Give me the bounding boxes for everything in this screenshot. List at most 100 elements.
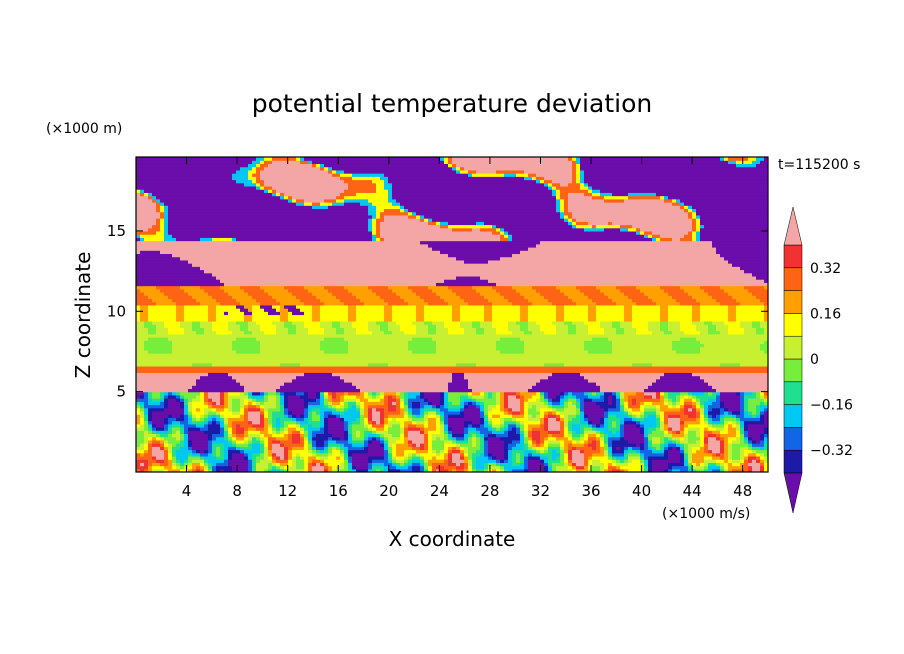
field-cell bbox=[312, 468, 317, 472]
field-cell bbox=[228, 285, 233, 290]
field-cell bbox=[200, 314, 205, 319]
field-cell bbox=[236, 340, 241, 345]
field-cell bbox=[316, 179, 321, 184]
field-cell bbox=[172, 362, 177, 367]
field-cell bbox=[144, 346, 149, 351]
field-cell bbox=[196, 356, 201, 361]
field-cell bbox=[244, 398, 249, 402]
field-cell bbox=[268, 427, 273, 431]
field-cell bbox=[152, 192, 157, 197]
field-cell bbox=[308, 401, 313, 406]
field-cell bbox=[276, 385, 281, 390]
field-cell bbox=[248, 410, 253, 415]
field-cell bbox=[248, 369, 253, 373]
field-cell bbox=[320, 304, 325, 309]
field-cell bbox=[200, 394, 205, 399]
field-cell bbox=[236, 250, 241, 255]
field-cell bbox=[200, 234, 205, 238]
field-cell bbox=[236, 240, 241, 245]
field-cell bbox=[276, 427, 281, 431]
field-cell bbox=[200, 250, 205, 255]
field-cell bbox=[308, 430, 313, 435]
field-cell bbox=[176, 333, 181, 338]
field-cell bbox=[140, 295, 145, 300]
field-cell bbox=[324, 317, 329, 322]
field-cell bbox=[216, 234, 221, 238]
field-cell bbox=[136, 462, 141, 467]
field-cell bbox=[316, 314, 321, 319]
field-cell bbox=[288, 430, 293, 435]
field-cell bbox=[268, 401, 273, 406]
field-cell bbox=[184, 247, 189, 251]
field-cell bbox=[156, 404, 161, 409]
field-cell bbox=[188, 369, 193, 373]
field-cell bbox=[164, 330, 169, 335]
field-cell bbox=[312, 227, 317, 232]
field-cell bbox=[296, 388, 301, 393]
field-cell bbox=[268, 240, 273, 245]
field-cell bbox=[152, 343, 157, 348]
field-cell bbox=[232, 288, 237, 293]
field-cell bbox=[308, 173, 313, 177]
field-cell bbox=[216, 301, 221, 306]
field-cell bbox=[252, 436, 257, 441]
field-cell bbox=[244, 288, 249, 293]
field-cell bbox=[292, 462, 297, 467]
field-cell bbox=[328, 259, 333, 264]
field-cell bbox=[320, 163, 325, 168]
field-cell bbox=[140, 214, 145, 219]
field-cell bbox=[156, 230, 161, 235]
field-cell bbox=[140, 362, 145, 367]
field-cell bbox=[152, 443, 157, 447]
field-cell bbox=[276, 208, 281, 213]
field-cell bbox=[228, 227, 233, 232]
field-cell bbox=[152, 250, 157, 255]
field-cell bbox=[320, 234, 325, 238]
field-cell bbox=[160, 195, 165, 200]
field-cell bbox=[196, 459, 201, 463]
field-cell bbox=[224, 459, 229, 463]
field-cell bbox=[296, 202, 301, 206]
field-cell bbox=[140, 385, 145, 390]
field-cell bbox=[244, 205, 249, 210]
field-cell bbox=[252, 427, 257, 431]
field-cell bbox=[136, 256, 141, 261]
field-cell bbox=[276, 353, 281, 357]
field-cell bbox=[292, 298, 297, 303]
field-cell bbox=[288, 385, 293, 390]
field-cell bbox=[292, 250, 297, 255]
field-cell bbox=[284, 349, 289, 354]
field-cell bbox=[176, 404, 181, 409]
field-cell bbox=[148, 465, 153, 470]
field-cell bbox=[336, 285, 341, 290]
field-cell bbox=[336, 362, 341, 367]
field-cell bbox=[156, 189, 161, 193]
field-cell bbox=[332, 414, 337, 418]
field-cell bbox=[284, 272, 289, 277]
field-cell bbox=[220, 189, 225, 193]
field-cell bbox=[332, 433, 337, 438]
field-cell bbox=[144, 433, 149, 438]
field-cell bbox=[140, 398, 145, 402]
field-cell bbox=[260, 256, 265, 261]
field-cell bbox=[316, 195, 321, 200]
field-cell bbox=[208, 166, 213, 171]
field-cell bbox=[320, 259, 325, 264]
field-cell bbox=[192, 417, 197, 422]
field-cell bbox=[324, 436, 329, 441]
field-cell bbox=[304, 169, 309, 174]
field-cell bbox=[152, 407, 157, 412]
field-cell bbox=[160, 269, 165, 274]
field-cell bbox=[212, 272, 217, 277]
field-cell bbox=[280, 185, 285, 190]
field-cell bbox=[284, 243, 289, 248]
field-cell bbox=[144, 285, 149, 290]
field-cell bbox=[276, 330, 281, 335]
field-cell bbox=[316, 243, 321, 248]
field-cell bbox=[292, 176, 297, 181]
field-cell bbox=[140, 365, 145, 370]
field-cell bbox=[168, 346, 173, 351]
field-cell bbox=[304, 308, 309, 312]
field-cell bbox=[288, 465, 293, 470]
field-cell bbox=[148, 288, 153, 293]
